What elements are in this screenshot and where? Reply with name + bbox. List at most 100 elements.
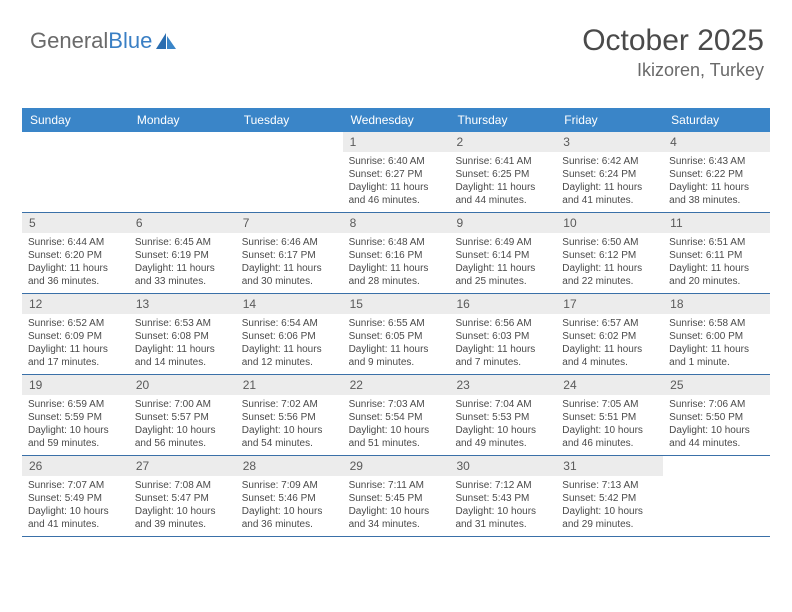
- day-cell: 29Sunrise: 7:11 AMSunset: 5:45 PMDayligh…: [343, 456, 450, 536]
- day-detail: Sunrise: 6:52 AMSunset: 6:09 PMDaylight:…: [22, 314, 129, 374]
- day-cell: 8Sunrise: 6:48 AMSunset: 6:16 PMDaylight…: [343, 213, 450, 293]
- day-detail: Sunrise: 7:04 AMSunset: 5:53 PMDaylight:…: [449, 395, 556, 455]
- day-cell: 16Sunrise: 6:56 AMSunset: 6:03 PMDayligh…: [449, 294, 556, 374]
- day-detail: Sunrise: 7:13 AMSunset: 5:42 PMDaylight:…: [556, 476, 663, 536]
- logo-text-general: General: [30, 28, 108, 53]
- header: October 2025 Ikizoren, Turkey: [582, 24, 764, 81]
- day-cell: 23Sunrise: 7:04 AMSunset: 5:53 PMDayligh…: [449, 375, 556, 455]
- day-cell: 26Sunrise: 7:07 AMSunset: 5:49 PMDayligh…: [22, 456, 129, 536]
- day-detail: Sunrise: 6:41 AMSunset: 6:25 PMDaylight:…: [449, 152, 556, 212]
- day-detail: Sunrise: 7:05 AMSunset: 5:51 PMDaylight:…: [556, 395, 663, 455]
- day-header-cell: Thursday: [449, 108, 556, 132]
- day-detail: Sunrise: 7:12 AMSunset: 5:43 PMDaylight:…: [449, 476, 556, 536]
- day-cell: [22, 132, 129, 212]
- day-cell: 10Sunrise: 6:50 AMSunset: 6:12 PMDayligh…: [556, 213, 663, 293]
- week-row: 12Sunrise: 6:52 AMSunset: 6:09 PMDayligh…: [22, 294, 770, 375]
- calendar: SundayMondayTuesdayWednesdayThursdayFrid…: [22, 108, 770, 537]
- day-cell: 12Sunrise: 6:52 AMSunset: 6:09 PMDayligh…: [22, 294, 129, 374]
- day-number: 30: [449, 456, 556, 476]
- day-number: 2: [449, 132, 556, 152]
- day-cell: 5Sunrise: 6:44 AMSunset: 6:20 PMDaylight…: [22, 213, 129, 293]
- day-detail: Sunrise: 6:40 AMSunset: 6:27 PMDaylight:…: [343, 152, 450, 212]
- day-detail: Sunrise: 7:08 AMSunset: 5:47 PMDaylight:…: [129, 476, 236, 536]
- day-number: 12: [22, 294, 129, 314]
- day-detail: Sunrise: 6:46 AMSunset: 6:17 PMDaylight:…: [236, 233, 343, 293]
- day-number: 24: [556, 375, 663, 395]
- day-number: 25: [663, 375, 770, 395]
- day-detail: Sunrise: 6:56 AMSunset: 6:03 PMDaylight:…: [449, 314, 556, 374]
- day-cell: 1Sunrise: 6:40 AMSunset: 6:27 PMDaylight…: [343, 132, 450, 212]
- day-cell: 27Sunrise: 7:08 AMSunset: 5:47 PMDayligh…: [129, 456, 236, 536]
- day-number: 28: [236, 456, 343, 476]
- day-number: 9: [449, 213, 556, 233]
- day-number: 14: [236, 294, 343, 314]
- day-cell: 15Sunrise: 6:55 AMSunset: 6:05 PMDayligh…: [343, 294, 450, 374]
- day-detail: Sunrise: 6:42 AMSunset: 6:24 PMDaylight:…: [556, 152, 663, 212]
- week-row: 19Sunrise: 6:59 AMSunset: 5:59 PMDayligh…: [22, 375, 770, 456]
- day-detail: Sunrise: 6:57 AMSunset: 6:02 PMDaylight:…: [556, 314, 663, 374]
- day-number: 7: [236, 213, 343, 233]
- day-detail: Sunrise: 6:49 AMSunset: 6:14 PMDaylight:…: [449, 233, 556, 293]
- day-header-cell: Tuesday: [236, 108, 343, 132]
- day-number: 11: [663, 213, 770, 233]
- day-cell: 25Sunrise: 7:06 AMSunset: 5:50 PMDayligh…: [663, 375, 770, 455]
- day-number: 22: [343, 375, 450, 395]
- page-title: October 2025: [582, 24, 764, 58]
- day-cell: 24Sunrise: 7:05 AMSunset: 5:51 PMDayligh…: [556, 375, 663, 455]
- day-cell: 11Sunrise: 6:51 AMSunset: 6:11 PMDayligh…: [663, 213, 770, 293]
- day-detail: Sunrise: 7:02 AMSunset: 5:56 PMDaylight:…: [236, 395, 343, 455]
- day-number: 27: [129, 456, 236, 476]
- day-detail: Sunrise: 6:45 AMSunset: 6:19 PMDaylight:…: [129, 233, 236, 293]
- day-number: 29: [343, 456, 450, 476]
- day-cell: 19Sunrise: 6:59 AMSunset: 5:59 PMDayligh…: [22, 375, 129, 455]
- day-detail: Sunrise: 6:54 AMSunset: 6:06 PMDaylight:…: [236, 314, 343, 374]
- day-number: 15: [343, 294, 450, 314]
- day-detail: Sunrise: 6:55 AMSunset: 6:05 PMDaylight:…: [343, 314, 450, 374]
- day-cell: [663, 456, 770, 536]
- day-detail: Sunrise: 7:00 AMSunset: 5:57 PMDaylight:…: [129, 395, 236, 455]
- day-number: 6: [129, 213, 236, 233]
- day-detail: Sunrise: 7:06 AMSunset: 5:50 PMDaylight:…: [663, 395, 770, 455]
- day-number: 8: [343, 213, 450, 233]
- day-detail: Sunrise: 6:59 AMSunset: 5:59 PMDaylight:…: [22, 395, 129, 455]
- day-number: 16: [449, 294, 556, 314]
- day-cell: 3Sunrise: 6:42 AMSunset: 6:24 PMDaylight…: [556, 132, 663, 212]
- day-cell: 20Sunrise: 7:00 AMSunset: 5:57 PMDayligh…: [129, 375, 236, 455]
- day-header-cell: Friday: [556, 108, 663, 132]
- day-cell: [129, 132, 236, 212]
- day-cell: 13Sunrise: 6:53 AMSunset: 6:08 PMDayligh…: [129, 294, 236, 374]
- day-number: 1: [343, 132, 450, 152]
- day-number: 18: [663, 294, 770, 314]
- day-cell: 7Sunrise: 6:46 AMSunset: 6:17 PMDaylight…: [236, 213, 343, 293]
- day-detail: Sunrise: 7:11 AMSunset: 5:45 PMDaylight:…: [343, 476, 450, 536]
- day-header-cell: Sunday: [22, 108, 129, 132]
- sail-icon: [154, 31, 178, 51]
- day-detail: Sunrise: 7:07 AMSunset: 5:49 PMDaylight:…: [22, 476, 129, 536]
- day-number: 31: [556, 456, 663, 476]
- day-detail: Sunrise: 6:50 AMSunset: 6:12 PMDaylight:…: [556, 233, 663, 293]
- day-cell: 9Sunrise: 6:49 AMSunset: 6:14 PMDaylight…: [449, 213, 556, 293]
- page-subtitle: Ikizoren, Turkey: [582, 60, 764, 81]
- day-number: 4: [663, 132, 770, 152]
- day-number: 23: [449, 375, 556, 395]
- day-header-cell: Saturday: [663, 108, 770, 132]
- day-cell: 21Sunrise: 7:02 AMSunset: 5:56 PMDayligh…: [236, 375, 343, 455]
- day-cell: 30Sunrise: 7:12 AMSunset: 5:43 PMDayligh…: [449, 456, 556, 536]
- day-detail: Sunrise: 6:53 AMSunset: 6:08 PMDaylight:…: [129, 314, 236, 374]
- day-number: 21: [236, 375, 343, 395]
- day-number: 17: [556, 294, 663, 314]
- day-header-cell: Monday: [129, 108, 236, 132]
- logo-text: GeneralBlue: [30, 28, 152, 54]
- day-detail: Sunrise: 6:48 AMSunset: 6:16 PMDaylight:…: [343, 233, 450, 293]
- week-row: 26Sunrise: 7:07 AMSunset: 5:49 PMDayligh…: [22, 456, 770, 537]
- week-row: 1Sunrise: 6:40 AMSunset: 6:27 PMDaylight…: [22, 132, 770, 213]
- day-cell: 4Sunrise: 6:43 AMSunset: 6:22 PMDaylight…: [663, 132, 770, 212]
- day-cell: 2Sunrise: 6:41 AMSunset: 6:25 PMDaylight…: [449, 132, 556, 212]
- day-header-row: SundayMondayTuesdayWednesdayThursdayFrid…: [22, 108, 770, 132]
- day-number: 3: [556, 132, 663, 152]
- day-number: 20: [129, 375, 236, 395]
- day-detail: Sunrise: 6:44 AMSunset: 6:20 PMDaylight:…: [22, 233, 129, 293]
- week-row: 5Sunrise: 6:44 AMSunset: 6:20 PMDaylight…: [22, 213, 770, 294]
- day-cell: 14Sunrise: 6:54 AMSunset: 6:06 PMDayligh…: [236, 294, 343, 374]
- day-cell: 31Sunrise: 7:13 AMSunset: 5:42 PMDayligh…: [556, 456, 663, 536]
